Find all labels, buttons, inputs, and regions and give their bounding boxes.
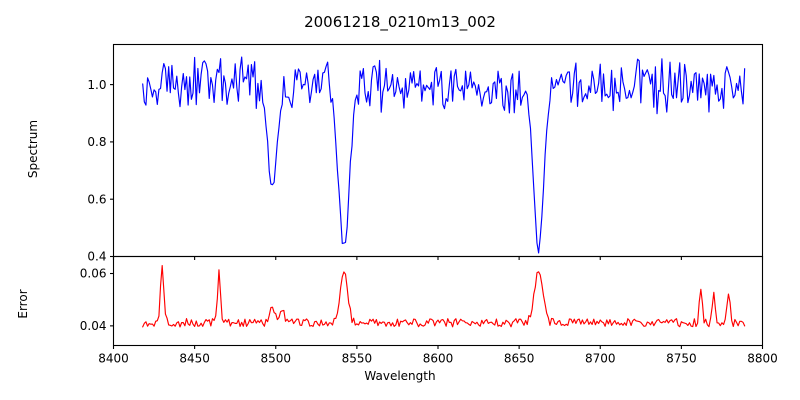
panel-spectrum: 0.4 0.6 0.8 1.0 (87, 43, 764, 264)
data-line-error (142, 264, 746, 328)
panel-error: 0.04 0.06 8400 8450 8500 8550 8600 8650 8700 8750… (80, 255, 778, 366)
x-tick-label: 8700 (585, 352, 616, 366)
y-axis-label-error: Error (16, 289, 30, 319)
axes-frame-error (112, 255, 764, 347)
x-tick-label: 8400 (98, 352, 129, 366)
y-tick-label-spectrum: 0.8 (87, 135, 106, 149)
x-tick-label: 8800 (747, 352, 778, 366)
axes-frame-spectrum (112, 43, 764, 258)
data-line-spectrum (142, 56, 746, 254)
y-tick-label-error: 0.06 (80, 267, 107, 281)
y-tick-label-error: 0.04 (80, 319, 107, 333)
x-tick-label: 8750 (666, 352, 697, 366)
x-tick-label: 8550 (342, 352, 373, 366)
y-axis-label-spectrum: Spectrum (26, 119, 40, 179)
y-tick-label-spectrum: 0.6 (87, 192, 106, 206)
y-tick-label-spectrum: 1.0 (87, 78, 106, 92)
x-tick-label: 8600 (423, 352, 454, 366)
x-axis-label: Wavelength (364, 369, 436, 383)
x-tick-label: 8650 (504, 352, 535, 366)
figure-title: 20061218_0210m13_002 (304, 13, 496, 31)
x-tick-label: 8450 (179, 352, 210, 366)
x-tick-label: 8500 (260, 352, 291, 366)
y-tick-label-spectrum: 0.4 (87, 250, 106, 264)
